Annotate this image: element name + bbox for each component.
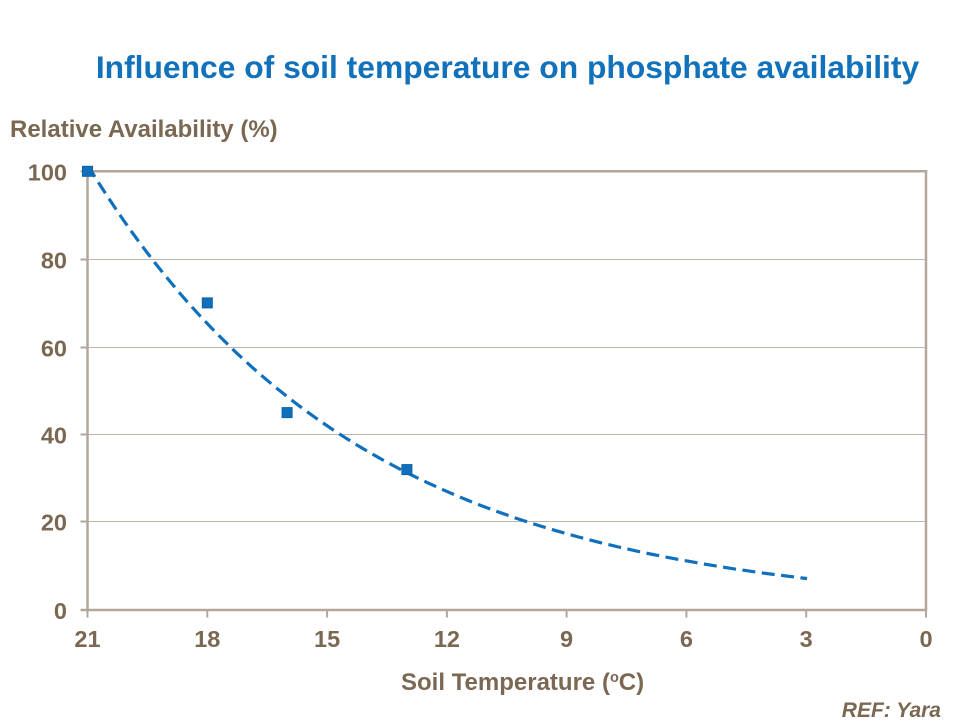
svg-text:100: 100: [28, 159, 67, 185]
svg-text:0: 0: [919, 626, 932, 652]
svg-text:0: 0: [54, 598, 67, 624]
svg-text:3: 3: [800, 626, 813, 652]
svg-text:80: 80: [41, 248, 67, 274]
svg-text:21: 21: [74, 626, 100, 652]
svg-text:9: 9: [560, 626, 573, 652]
svg-text:15: 15: [314, 626, 340, 652]
svg-text:6: 6: [680, 626, 693, 652]
svg-text:REF: Yara: REF: Yara: [842, 699, 942, 720]
svg-text:60: 60: [41, 336, 67, 362]
svg-text:Influence of soil temperature: Influence of soil temperature on phospha…: [96, 49, 920, 85]
svg-text:Relative Availability (%): Relative Availability (%): [10, 116, 278, 143]
svg-text:Soil Temperature (oC): Soil Temperature (oC): [401, 669, 644, 696]
svg-text:20: 20: [41, 510, 67, 536]
svg-text:12: 12: [434, 626, 460, 652]
svg-text:18: 18: [194, 626, 220, 652]
svg-text:40: 40: [41, 423, 67, 449]
